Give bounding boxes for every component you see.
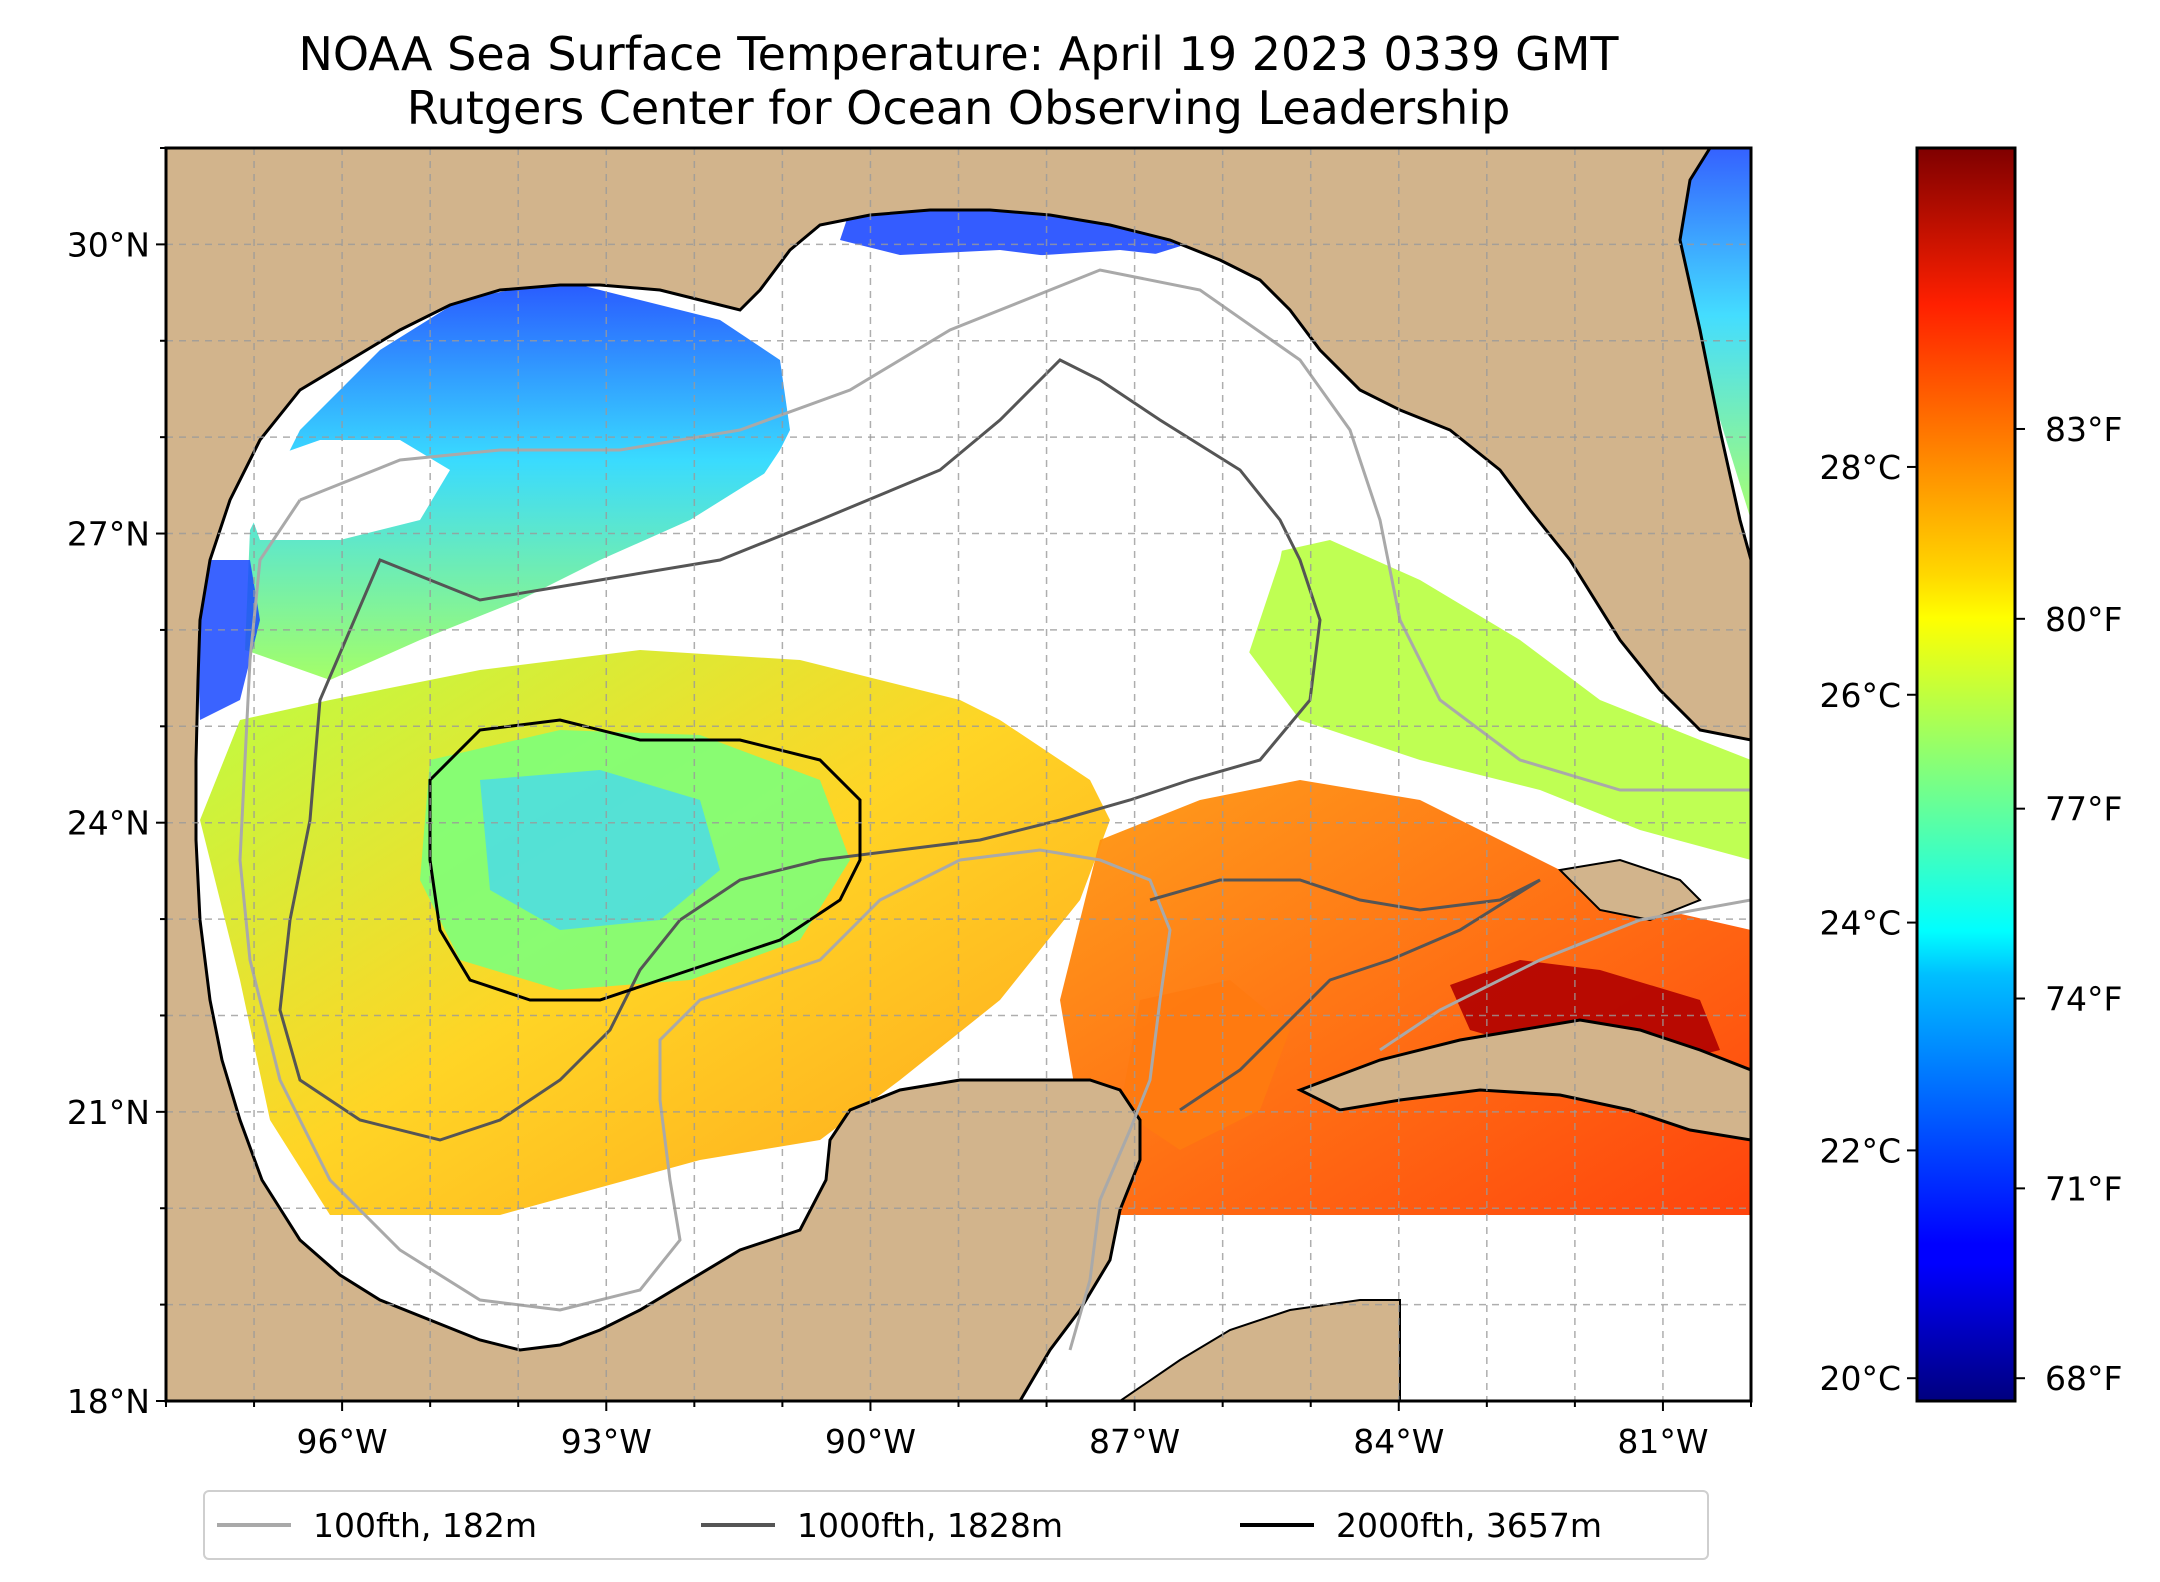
fahrenheit-tick-label: 80°F bbox=[2045, 600, 2122, 639]
lat-tick-label: 27°N bbox=[67, 515, 150, 554]
fahrenheit-tick-label: 74°F bbox=[2045, 980, 2122, 1019]
celsius-tick-label: 20°C bbox=[1819, 1359, 1901, 1398]
celsius-tick-label: 28°C bbox=[1819, 448, 1901, 487]
celsius-tick-label: 22°C bbox=[1819, 1131, 1901, 1170]
lon-tick-label: 84°W bbox=[1353, 1422, 1444, 1461]
lon-tick-label: 87°W bbox=[1089, 1422, 1180, 1461]
legend-line-2000fth bbox=[1240, 1523, 1314, 1527]
land-cuba bbox=[1296, 1018, 1751, 1142]
fahrenheit-tick-label: 71°F bbox=[2045, 1169, 2122, 1208]
lon-tick-label: 93°W bbox=[561, 1422, 652, 1461]
sst-central-cool-core bbox=[480, 770, 720, 930]
lon-tick-label: 81°W bbox=[1617, 1422, 1708, 1461]
contour-100fth bbox=[238, 268, 1751, 1351]
legend: 100fth, 182m 1000fth, 1828m 2000fth, 365… bbox=[203, 1490, 1709, 1560]
colorbar-ticks: 20°C 22°C 24°C 26°C 28°C 68°F 71°F 74°F 77°F 80°F… bbox=[1819, 410, 2122, 1398]
lat-tick-label: 24°N bbox=[67, 804, 150, 843]
lat-tick-label: 18°N bbox=[67, 1382, 150, 1421]
celsius-tick-label: 24°C bbox=[1819, 904, 1901, 943]
fahrenheit-tick-label: 77°F bbox=[2045, 790, 2122, 829]
lat-tick-label: 30°N bbox=[67, 225, 150, 264]
map-title: NOAA Sea Surface Temperature: April 19 2… bbox=[298, 27, 1619, 81]
legend-line-1000fth bbox=[701, 1523, 775, 1527]
colorbar bbox=[1915, 146, 2017, 1403]
axis-ticks: 18°N 21°N 24°N 27°N 30°N 96°W 93°W 90°W 87°W 84°W… bbox=[67, 147, 1752, 1461]
contour-1000fth bbox=[278, 358, 1541, 1142]
legend-label-2000fth: 2000fth, 3657m bbox=[1336, 1505, 1602, 1545]
fahrenheit-tick-label: 68°F bbox=[2045, 1359, 2122, 1398]
sst-yucatan-channel bbox=[1120, 980, 1290, 1150]
legend-line-100fth bbox=[217, 1523, 291, 1527]
land-florida-keys bbox=[1557, 858, 1702, 922]
lat-tick-label: 21°N bbox=[67, 1093, 150, 1132]
sst-atlantic-east-coast bbox=[1620, 148, 1751, 520]
legend-item-2000fth: 2000fth, 3657m bbox=[1240, 1492, 1602, 1558]
fahrenheit-tick-label: 83°F bbox=[2045, 410, 2122, 449]
legend-item-1000fth: 1000fth, 1828m bbox=[701, 1492, 1063, 1558]
map-canvas bbox=[166, 148, 1751, 1401]
gridlines bbox=[166, 148, 1751, 1401]
celsius-tick-label: 26°C bbox=[1819, 676, 1901, 715]
lon-tick-label: 90°W bbox=[825, 1422, 916, 1461]
map-subtitle: Rutgers Center for Ocean Observing Leade… bbox=[406, 81, 1511, 135]
legend-label-1000fth: 1000fth, 1828m bbox=[797, 1505, 1063, 1545]
sst-west-florida-shelf bbox=[1240, 540, 1751, 860]
lon-tick-label: 96°W bbox=[297, 1422, 388, 1461]
legend-label-100fth: 100fth, 182m bbox=[313, 1505, 537, 1545]
sst-texas-coast-blue bbox=[195, 560, 260, 720]
legend-item-100fth: 100fth, 182m bbox=[217, 1492, 537, 1558]
cloud-patch-central bbox=[760, 330, 1300, 780]
contour-2000fth bbox=[428, 718, 862, 1002]
